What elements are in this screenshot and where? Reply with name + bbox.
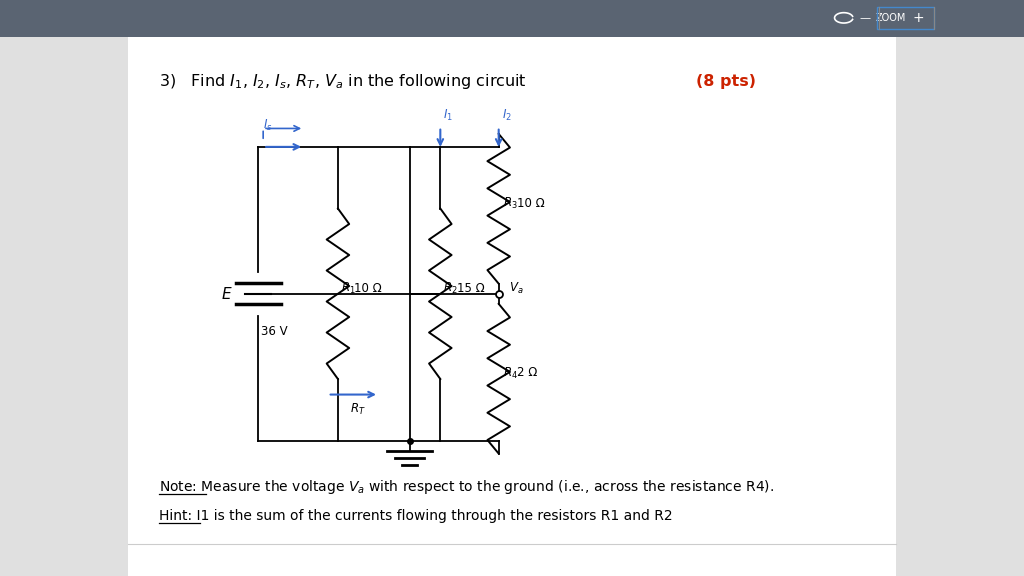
- Text: —: —: [860, 13, 870, 24]
- Text: (8 pts): (8 pts): [696, 74, 757, 89]
- Text: $I_1$: $I_1$: [443, 108, 454, 123]
- Text: $I_s$: $I_s$: [263, 118, 272, 132]
- Bar: [877, 7, 934, 29]
- Text: 36 V: 36 V: [261, 325, 288, 339]
- Text: $E$: $E$: [221, 286, 232, 302]
- Bar: [0, 0, 1024, 37]
- Text: $V_a$: $V_a$: [509, 281, 523, 295]
- Text: $R_2$: $R_2$: [443, 281, 458, 295]
- Bar: [0, 37, 128, 576]
- Text: $I_2$: $I_2$: [502, 108, 512, 123]
- Bar: [128, 37, 896, 576]
- Text: Hint: I1 is the sum of the currents flowing through the resistors R1 and R2: Hint: I1 is the sum of the currents flow…: [159, 509, 673, 522]
- Text: 3)   Find $I_1$, $I_2$, $I_s$, $R_T$, $V_a$ in the following circuit: 3) Find $I_1$, $I_2$, $I_s$, $R_T$, $V_a…: [159, 73, 526, 91]
- Text: $R_3$: $R_3$: [503, 195, 517, 211]
- Text: $R_1$: $R_1$: [341, 281, 355, 295]
- Text: $R_4$: $R_4$: [503, 365, 518, 381]
- Text: 10 Ω: 10 Ω: [354, 282, 382, 294]
- Text: 2 Ω: 2 Ω: [517, 366, 538, 380]
- Text: 10 Ω: 10 Ω: [517, 196, 545, 210]
- Text: 15 Ω: 15 Ω: [457, 282, 484, 294]
- Text: ZOOM: ZOOM: [876, 13, 906, 24]
- Text: $R_T$: $R_T$: [350, 401, 366, 416]
- Text: +: +: [912, 12, 925, 25]
- Text: Note: Measure the voltage $V_a$ with respect to the ground (i.e., across the res: Note: Measure the voltage $V_a$ with res…: [159, 478, 774, 496]
- Bar: [896, 37, 1024, 576]
